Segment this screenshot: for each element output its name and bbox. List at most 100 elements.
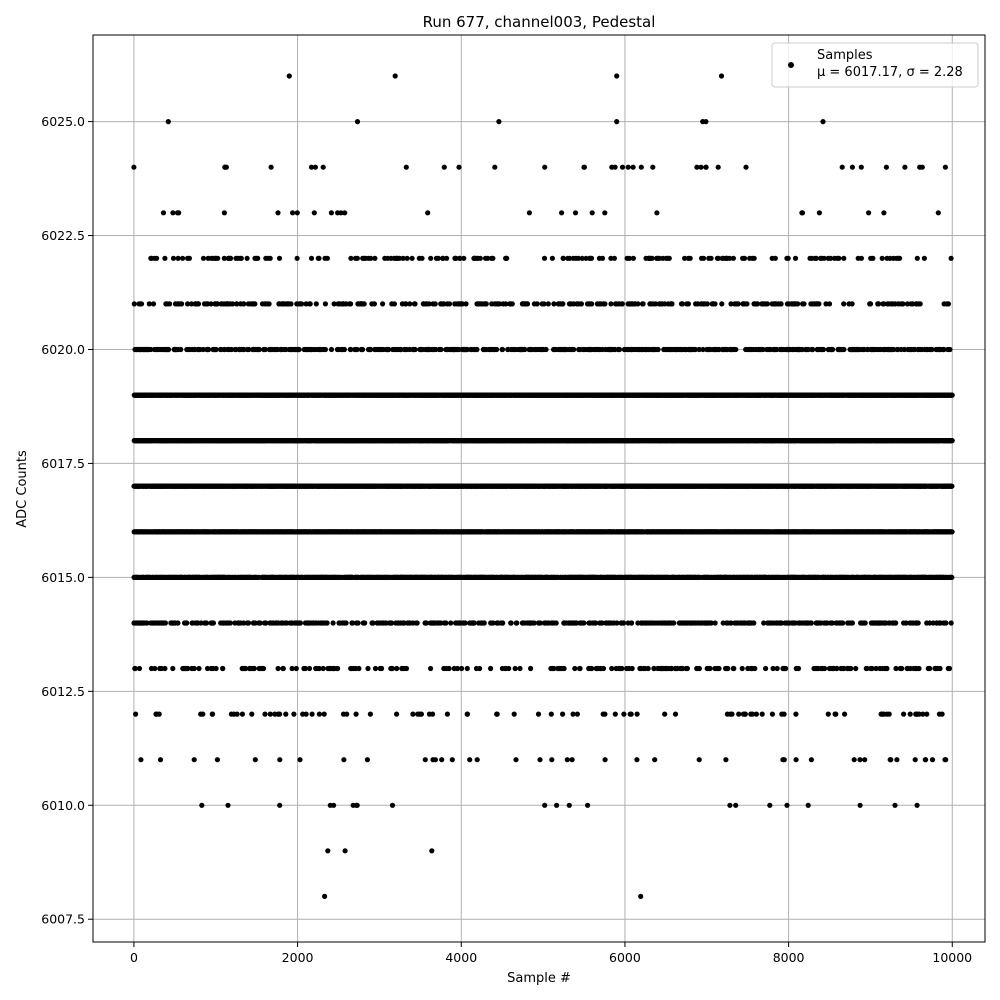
data-point (638, 164, 644, 170)
data-point (221, 210, 227, 216)
data-point (215, 255, 221, 261)
data-point (608, 301, 614, 307)
data-point (294, 210, 300, 216)
data-point (188, 301, 195, 307)
data-point (654, 210, 660, 216)
data-point (316, 255, 322, 261)
data-point (541, 255, 548, 261)
data-point (331, 301, 337, 307)
data-point (252, 301, 258, 307)
data-point (409, 255, 415, 261)
data-point (294, 255, 300, 261)
data-point (883, 164, 890, 170)
data-point (438, 346, 444, 353)
data-point (541, 301, 547, 307)
data-point (696, 346, 702, 353)
data-point (858, 255, 865, 261)
data-point (902, 164, 908, 170)
data-point (496, 301, 502, 307)
data-point (653, 301, 659, 307)
data-point (879, 255, 885, 261)
data-points (131, 73, 955, 900)
data-point (456, 164, 462, 170)
data-point (403, 164, 409, 170)
data-point (524, 301, 531, 307)
data-point (917, 301, 923, 307)
data-point (801, 301, 807, 307)
data-point (386, 346, 392, 353)
data-point (213, 346, 219, 353)
data-point (234, 301, 240, 307)
data-point (256, 346, 262, 353)
data-point (945, 301, 952, 307)
data-point (685, 301, 692, 307)
data-point (744, 301, 750, 307)
data-point (392, 73, 398, 79)
data-point (228, 255, 234, 261)
data-point (666, 255, 672, 261)
data-point (313, 301, 319, 307)
data-point (215, 301, 221, 307)
data-point (170, 210, 176, 216)
data-point (795, 301, 801, 307)
data-point (428, 255, 434, 261)
data-point (616, 346, 623, 353)
data-point (146, 301, 152, 307)
data-point (751, 255, 757, 261)
data-point (764, 301, 771, 307)
data-point (866, 210, 872, 216)
data-point (700, 346, 706, 353)
data-point (881, 210, 887, 216)
data-point (942, 164, 949, 170)
data-point (179, 301, 185, 307)
data-point (728, 301, 734, 307)
data-point (733, 346, 739, 353)
data-point (354, 346, 360, 353)
data-point (412, 301, 418, 307)
data-point (785, 255, 791, 261)
data-point (583, 255, 589, 261)
data-point (679, 301, 686, 307)
data-point (453, 255, 459, 261)
data-point (400, 255, 406, 261)
data-point (150, 301, 157, 307)
data-point (858, 164, 864, 170)
data-point (324, 255, 330, 261)
data-point (589, 210, 595, 216)
data-point (403, 301, 409, 307)
data-point (849, 301, 855, 307)
data-point (735, 301, 741, 307)
data-point (949, 438, 955, 444)
data-point (578, 301, 585, 307)
data-point (602, 301, 608, 307)
data-point (826, 301, 833, 307)
data-point (494, 346, 500, 353)
data-point (148, 346, 154, 353)
data-point (166, 346, 172, 353)
data-point (195, 301, 202, 307)
data-point (341, 346, 347, 353)
data-point (354, 119, 361, 125)
data-point (426, 301, 432, 307)
data-point (322, 346, 328, 353)
data-point (175, 255, 181, 261)
data-point (154, 255, 160, 261)
data-point (551, 301, 557, 307)
data-point (567, 255, 573, 261)
data-point (483, 301, 489, 307)
data-point (571, 346, 577, 353)
data-point (138, 301, 145, 307)
data-point (701, 255, 707, 261)
data-point (813, 255, 820, 261)
data-point (560, 255, 567, 261)
data-point (704, 301, 710, 307)
data-point (276, 255, 283, 261)
data-point (412, 346, 418, 353)
data-point (589, 301, 595, 307)
data-point (742, 255, 748, 261)
data-point (534, 301, 540, 307)
data-point (712, 301, 718, 307)
data-point (328, 210, 334, 216)
data-point (459, 301, 465, 307)
